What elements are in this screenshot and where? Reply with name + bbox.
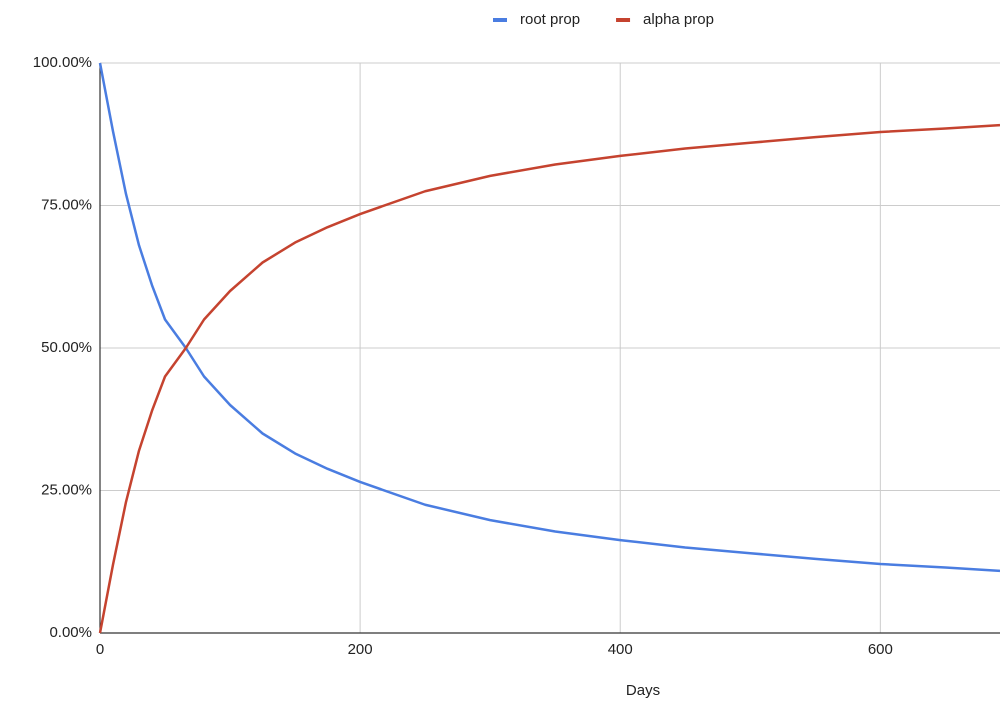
y-tick-label: 0.00%	[49, 624, 92, 641]
x-tick-label: 400	[608, 641, 633, 658]
legend-label: root prop	[520, 11, 580, 28]
x-tick-label: 200	[348, 641, 373, 658]
y-tick-label: 25.00%	[41, 481, 92, 498]
x-axis-title: Days	[626, 682, 660, 699]
data-line	[98, 62, 1000, 573]
x-tick-label: 600	[868, 641, 893, 658]
x-tick-label: 0	[96, 641, 104, 658]
y-tick-label: 75.00%	[41, 196, 92, 213]
y-tick-label: 100.00%	[33, 54, 92, 71]
data-line	[98, 123, 1000, 634]
legend-label: alpha prop	[643, 11, 714, 28]
y-tick-label: 50.00%	[41, 339, 92, 356]
